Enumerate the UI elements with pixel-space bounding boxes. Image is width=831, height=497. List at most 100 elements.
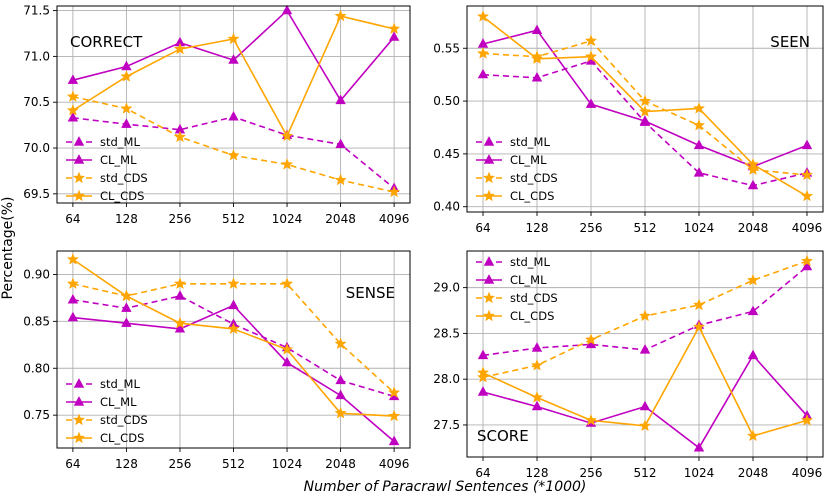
x-tick-label: 256 (169, 212, 192, 226)
legend-label: CL_CDS (510, 189, 554, 203)
data-point (476, 46, 490, 59)
data-point (121, 60, 132, 71)
x-tick-label: 2048 (738, 466, 769, 480)
legend-label: std_CDS (510, 291, 558, 305)
data-point (585, 98, 597, 108)
y-tick-label: 70.5 (23, 95, 50, 109)
y-tick-label: 28.5 (433, 326, 460, 340)
series-cl-ml (67, 4, 400, 105)
legend-label: CL_ML (510, 273, 547, 287)
data-point (531, 24, 543, 35)
y-tick-label: 28.0 (433, 372, 460, 386)
x-tick-label: 128 (115, 457, 138, 471)
legend: std_ML CL_ML std_CDS CL_CDS (66, 135, 148, 203)
series-std-cds (66, 90, 401, 198)
series-std-ml (477, 260, 813, 360)
x-tick-label: 64 (65, 457, 80, 471)
data-point (387, 386, 401, 398)
data-point (280, 277, 294, 290)
series-cl-cds (66, 9, 401, 142)
legend-label: CL_ML (510, 153, 547, 167)
x-tick-label: 1024 (684, 466, 715, 480)
data-point (280, 157, 294, 170)
data-point (530, 358, 544, 371)
data-point (693, 441, 705, 452)
data-point (800, 189, 814, 202)
legend-marker (483, 154, 495, 164)
data-point (747, 179, 759, 190)
x-tick-label: 512 (222, 457, 245, 471)
data-point (228, 111, 239, 121)
legend-marker (73, 136, 85, 146)
x-tick-label: 512 (634, 221, 657, 235)
data-point (228, 299, 239, 310)
data-point (227, 322, 240, 335)
x-tick-label: 256 (580, 221, 603, 235)
y-tick-label: 0.40 (433, 200, 460, 214)
data-point (281, 356, 293, 367)
x-tick-label: 4096 (379, 212, 410, 226)
data-point (227, 148, 240, 161)
legend-marker (483, 274, 495, 284)
data-point (800, 168, 814, 181)
legend-marker (72, 171, 86, 184)
data-point (800, 413, 814, 426)
data-point (174, 290, 186, 300)
data-point (477, 68, 489, 79)
data-point (67, 311, 79, 322)
data-point (173, 130, 187, 143)
panel-correct: 64 128 256 512 1024 2048 4096 69.5 70.0 70.5 71.0 7… (23, 4, 411, 226)
y-tick-label: 0.50 (433, 94, 460, 108)
plot-frame (466, 5, 824, 213)
legend-marker (72, 189, 86, 202)
x-tick-label: 2048 (325, 212, 356, 226)
data-point (531, 342, 543, 352)
legend-marker (73, 154, 85, 164)
data-point (476, 10, 490, 22)
panel-sense: 64 128 256 512 1024 2048 4096 0.75 0.80 0.85 0.90 S… (23, 250, 411, 471)
y-tick-label: 69.5 (23, 187, 50, 201)
data-point (639, 115, 651, 125)
x-tick-label: 256 (580, 466, 603, 480)
plot-frame (56, 5, 411, 204)
y-tick-label: 70.0 (23, 141, 50, 155)
series-cl-ml (67, 299, 400, 446)
legend: std_ML CL_ML std_CDS CL_CDS (476, 255, 558, 323)
legend-marker (483, 256, 495, 266)
data-point (584, 50, 598, 62)
data-point (335, 138, 346, 148)
legend-marker (483, 136, 495, 146)
panel-title: SCORE (477, 427, 529, 445)
data-point (66, 103, 80, 116)
x-tick-label: 1024 (272, 457, 303, 471)
data-point (800, 254, 814, 267)
y-tick-label: 0.85 (23, 314, 50, 328)
legend-label: CL_CDS (100, 431, 144, 445)
data-point (281, 4, 293, 15)
data-point (66, 277, 80, 290)
x-tick-label: 256 (169, 457, 192, 471)
y-tick-label: 0.80 (23, 361, 50, 375)
data-point (228, 54, 239, 64)
legend-marker (482, 189, 496, 202)
legend-label: std_ML (510, 255, 550, 269)
data-point (584, 333, 598, 346)
data-point (173, 42, 187, 55)
y-tick-label: 0.55 (433, 41, 460, 55)
data-point (120, 70, 133, 82)
data-point (693, 139, 705, 150)
data-point (120, 102, 133, 114)
x-tick-label: 1024 (684, 221, 715, 235)
legend-label: std_CDS (100, 171, 148, 185)
data-point (531, 400, 543, 411)
x-tick-label: 64 (475, 466, 490, 480)
x-tick-label: 2048 (738, 221, 769, 235)
x-tick-label: 128 (526, 221, 549, 235)
data-point (477, 349, 489, 360)
y-axis-label: Percentage(%) (0, 197, 16, 300)
data-point (334, 9, 347, 22)
x-tick-label: 512 (634, 466, 657, 480)
data-point (639, 400, 651, 411)
data-point (638, 419, 652, 432)
